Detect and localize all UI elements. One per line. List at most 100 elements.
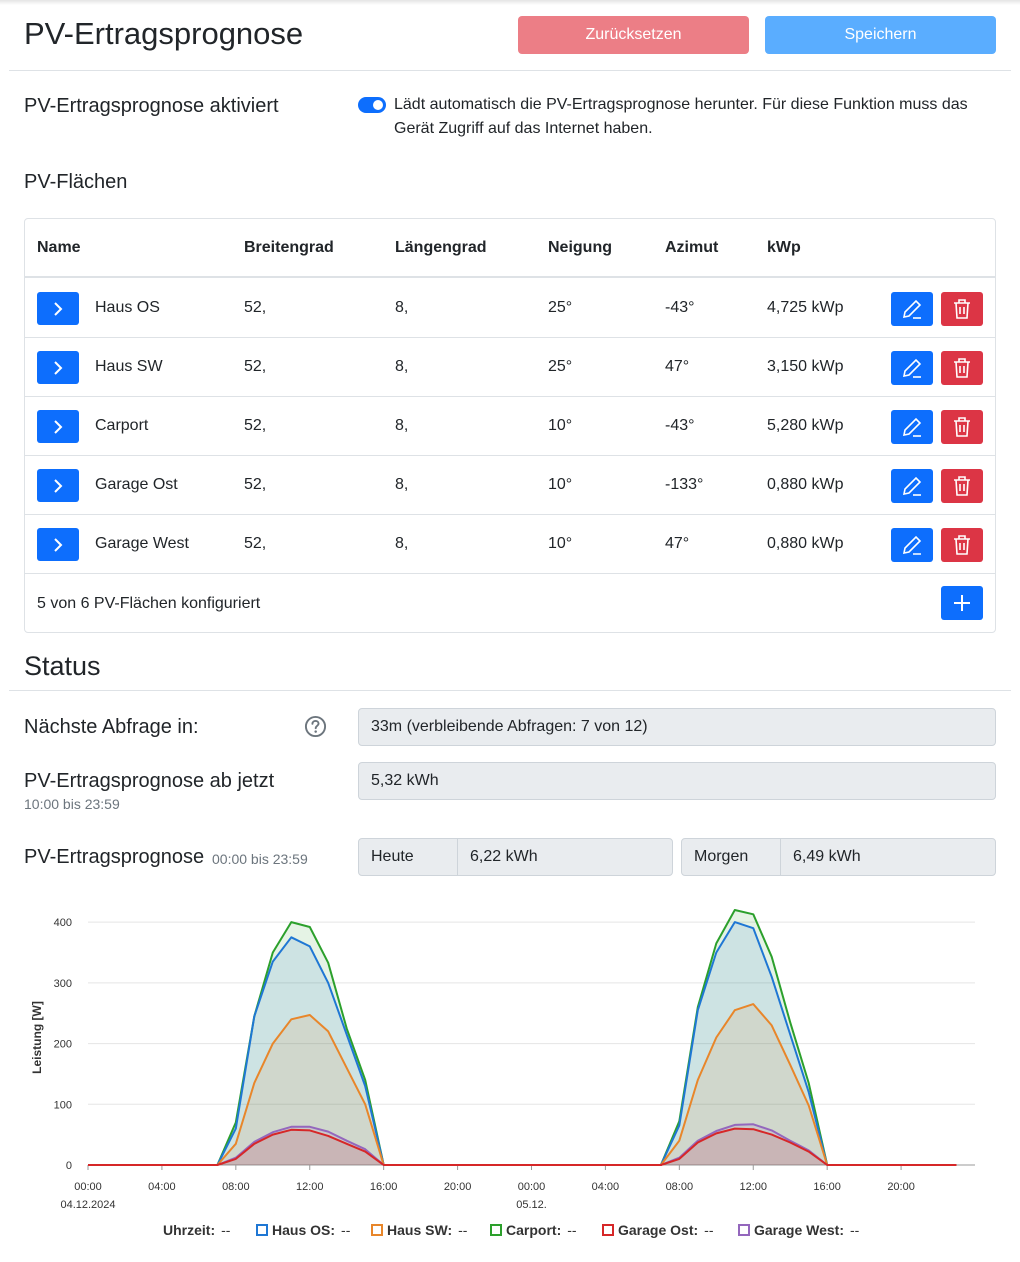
legend-value-garage-west: -- — [850, 1222, 860, 1238]
delete-button[interactable] — [941, 469, 983, 503]
tomorrow-value: 6,49 kWh — [793, 848, 861, 865]
expand-button[interactable] — [37, 292, 79, 325]
x-tick-label: 12:00 — [296, 1181, 324, 1193]
legend-item-carport[interactable]: Carport: -- — [490, 1222, 577, 1238]
tomorrow-label: Morgen — [682, 839, 781, 875]
planes-count-text: 5 von 6 PV-Flächen konfiguriert — [37, 595, 261, 612]
legend-label-carport: Carport — [506, 1222, 557, 1238]
reset-button[interactable]: Zurücksetzen — [518, 16, 749, 54]
x-tick-label: 00:00 — [518, 1181, 546, 1193]
top-shadow — [0, 0, 1020, 5]
today-value: 6,22 kWh — [470, 848, 538, 865]
legend-color-carport — [490, 1224, 502, 1236]
table-row: Garage Ost 52, 8, 10° -133° 0,880 kWp — [25, 456, 995, 515]
forecast-chart[interactable]: 0 100 200 300 400 00:00 04.12.2024 04:00 08:00 12… — [0, 900, 1020, 1220]
delete-button[interactable] — [941, 292, 983, 326]
today-label: Heute — [359, 839, 458, 875]
col-header-name: Name — [37, 239, 81, 256]
chevron-right-icon — [54, 301, 63, 316]
expand-button[interactable] — [37, 528, 79, 561]
row-kwp: 0,880 kWp — [767, 535, 844, 552]
enabled-toggle[interactable] — [358, 97, 386, 113]
legend-color-garage-ost — [602, 1224, 614, 1236]
legend-label-garage-west: Garage West — [754, 1222, 840, 1238]
add-plane-button[interactable] — [941, 586, 983, 620]
chart-legend: Uhrzeit: -- Haus OS: -- Haus SW: -- Carport… — [0, 1222, 1020, 1242]
legend-item-haus-os[interactable]: Haus OS: -- — [256, 1222, 350, 1238]
help-icon[interactable] — [304, 715, 327, 738]
trash-icon — [954, 535, 970, 555]
status-title: Status — [24, 651, 101, 681]
edit-button[interactable] — [891, 410, 933, 444]
edit-button[interactable] — [891, 469, 933, 503]
legend-value-haus-os: -- — [341, 1222, 351, 1238]
series-area-carport — [88, 910, 957, 1165]
delete-button[interactable] — [941, 410, 983, 444]
row-name: Haus SW — [95, 358, 163, 375]
row-kwp: 5,280 kWp — [767, 417, 844, 434]
expand-button[interactable] — [37, 351, 79, 384]
row-latitude: 52, — [244, 358, 267, 375]
legend-item-garage-west[interactable]: Garage West: -- — [738, 1222, 859, 1238]
row-name: Carport — [95, 417, 149, 434]
pencil-icon — [902, 358, 922, 378]
chevron-right-icon — [54, 419, 63, 434]
tomorrow-group: Morgen 6,49 kWh — [681, 838, 996, 876]
y-tick-label: 200 — [54, 1039, 72, 1051]
legend-color-garage-west — [738, 1224, 750, 1236]
row-azimuth: -43° — [665, 417, 695, 434]
row-azimuth: -43° — [665, 299, 695, 316]
legend-value-garage-ost: -- — [704, 1222, 714, 1238]
save-button[interactable]: Speichern — [765, 16, 996, 54]
legend-label-haus-os: Haus OS — [272, 1222, 331, 1238]
row-tilt: 10° — [548, 476, 573, 493]
x-tick-label: 16:00 — [813, 1181, 841, 1193]
edit-button[interactable] — [891, 351, 933, 385]
x-tick-label: 00:00 — [74, 1181, 102, 1193]
y-tick-label: 400 — [54, 917, 72, 929]
row-longitude: 8, — [395, 476, 409, 493]
series-line-garage-ost — [88, 1127, 957, 1166]
delete-button[interactable] — [941, 351, 983, 385]
x-tick-label: 04:00 — [148, 1181, 176, 1193]
row-kwp: 3,150 kWp — [767, 358, 844, 375]
table-row: Garage West 52, 8, 10° 47° 0,880 kWp — [25, 515, 995, 574]
series-line-haus-sw — [88, 1003, 957, 1166]
next-query-value: 33m (verbleibende Abfragen: 7 von 12) — [358, 708, 996, 746]
x-tick-label: 08:00 — [222, 1181, 250, 1193]
from-now-label: PV-Ertragsprognose ab jetzt — [24, 770, 275, 792]
legend-item-haus-sw[interactable]: Haus SW: -- — [371, 1222, 467, 1238]
legend-item-garage-ost[interactable]: Garage Ost: -- — [602, 1222, 713, 1238]
trash-icon — [954, 417, 970, 437]
legend-label-garage-ost: Garage Ost — [618, 1222, 694, 1238]
forecast-label: PV-Ertragsprognose — [24, 846, 205, 868]
top-bar: PV-Ertragsprognose Zurücksetzen Speicher… — [0, 0, 1020, 70]
row-name: Garage West — [95, 535, 189, 552]
header-divider — [9, 70, 1011, 71]
x-tick-sublabel: 04.12.2024 — [60, 1199, 115, 1211]
edit-button[interactable] — [891, 528, 933, 562]
legend-color-haus-os — [256, 1224, 268, 1236]
legend-color-haus-sw — [371, 1224, 383, 1236]
x-tick-sublabel: 05.12. — [516, 1199, 547, 1211]
table-header: Name Breitengrad Längengrad Neigung Azim… — [25, 219, 995, 278]
expand-button[interactable] — [37, 469, 79, 502]
y-tick-label: 0 — [66, 1160, 72, 1172]
today-group: Heute 6,22 kWh — [358, 838, 673, 876]
x-tick-label: 20:00 — [887, 1181, 915, 1193]
enabled-description: Lädt automatisch die PV-Ertragsprognose … — [394, 96, 968, 137]
delete-button[interactable] — [941, 528, 983, 562]
from-now-value: 5,32 kWh — [358, 762, 996, 800]
row-name: Haus OS — [95, 299, 160, 316]
series-area-haus-os — [88, 922, 957, 1165]
chevron-right-icon — [54, 537, 63, 552]
row-azimuth: -133° — [665, 476, 704, 493]
from-now-range: 10:00 bis 23:59 — [24, 796, 120, 812]
row-kwp: 4,725 kWp — [767, 299, 844, 316]
row-name: Garage Ost — [95, 476, 178, 493]
legend-value-carport: -- — [567, 1222, 577, 1238]
expand-button[interactable] — [37, 410, 79, 443]
trash-icon — [954, 358, 970, 378]
x-tick-label: 20:00 — [444, 1181, 472, 1193]
edit-button[interactable] — [891, 292, 933, 326]
